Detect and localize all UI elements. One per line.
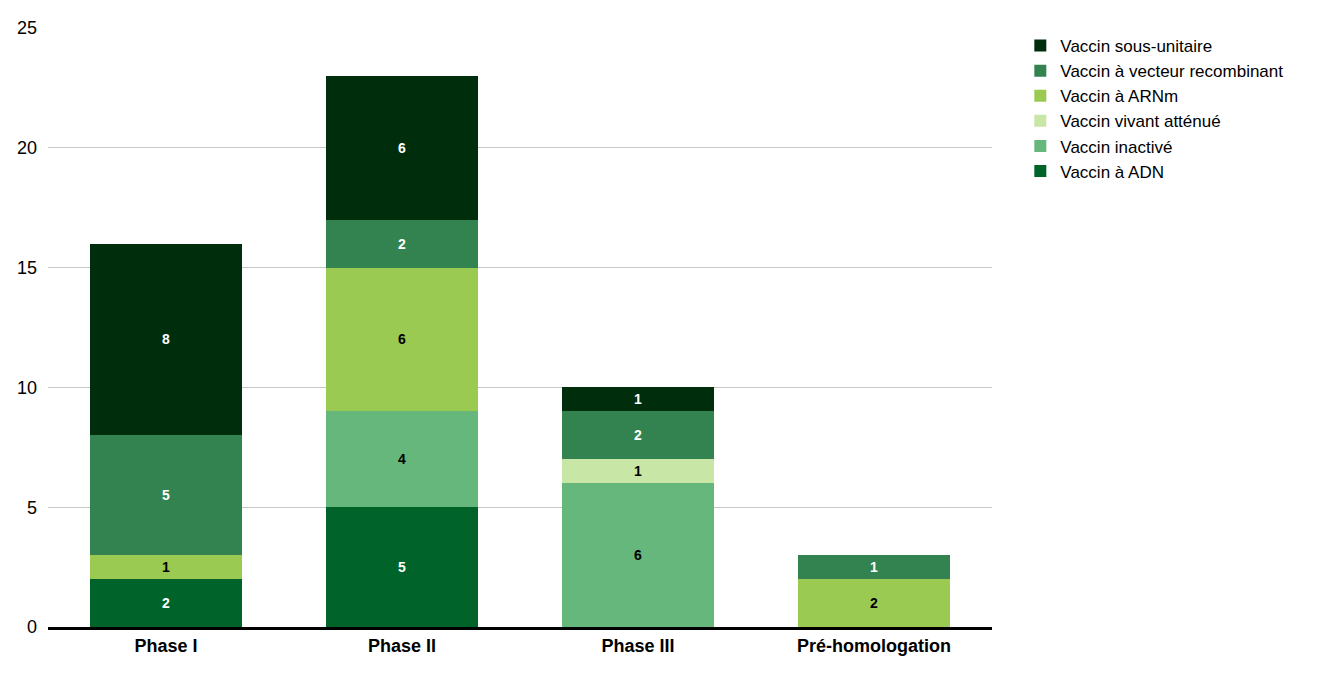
svg-text:2: 2 bbox=[162, 595, 170, 611]
svg-text:6: 6 bbox=[634, 547, 642, 563]
svg-text:Vaccin à ARNm: Vaccin à ARNm bbox=[1060, 87, 1178, 106]
svg-text:Vaccin vivant atténué: Vaccin vivant atténué bbox=[1060, 112, 1220, 131]
svg-text:Vaccin à vecteur recombinant: Vaccin à vecteur recombinant bbox=[1060, 62, 1283, 81]
svg-text:15: 15 bbox=[17, 258, 37, 278]
svg-text:1: 1 bbox=[870, 559, 878, 575]
svg-text:Vaccin à ADN: Vaccin à ADN bbox=[1060, 163, 1164, 182]
svg-text:1: 1 bbox=[634, 463, 642, 479]
svg-text:Pré-homologation: Pré-homologation bbox=[797, 636, 951, 656]
svg-text:5: 5 bbox=[398, 559, 406, 575]
svg-text:10: 10 bbox=[17, 378, 37, 398]
svg-text:1: 1 bbox=[634, 391, 642, 407]
svg-text:6: 6 bbox=[398, 331, 406, 347]
svg-text:0: 0 bbox=[27, 617, 37, 637]
svg-text:Phase III: Phase III bbox=[601, 636, 674, 656]
svg-text:Phase II: Phase II bbox=[368, 636, 436, 656]
svg-text:25: 25 bbox=[17, 18, 37, 38]
svg-text:2: 2 bbox=[634, 427, 642, 443]
svg-text:6: 6 bbox=[398, 140, 406, 156]
svg-text:Vaccin sous-unitaire: Vaccin sous-unitaire bbox=[1060, 37, 1212, 56]
svg-text:1: 1 bbox=[162, 559, 170, 575]
svg-text:2: 2 bbox=[870, 595, 878, 611]
svg-text:5: 5 bbox=[27, 498, 37, 518]
svg-text:4: 4 bbox=[398, 451, 406, 467]
svg-text:2: 2 bbox=[398, 236, 406, 252]
svg-text:Phase I: Phase I bbox=[134, 636, 197, 656]
svg-text:Vaccin inactivé: Vaccin inactivé bbox=[1060, 138, 1172, 157]
svg-text:20: 20 bbox=[17, 138, 37, 158]
svg-text:8: 8 bbox=[162, 331, 170, 347]
svg-text:5: 5 bbox=[162, 487, 170, 503]
